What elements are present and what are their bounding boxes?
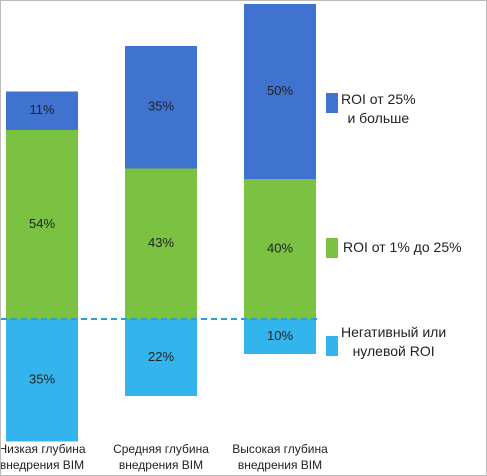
legend-swatch	[326, 238, 338, 258]
value-label: 43%	[148, 235, 174, 250]
bar-segment	[125, 46, 197, 169]
bar-segment	[244, 179, 316, 319]
value-label: 35%	[148, 99, 174, 114]
bar-segment	[125, 168, 197, 319]
legend-label: ROI от 1% до 25%	[343, 239, 462, 255]
category-label: Низкая глубина внедрения BIM	[0, 442, 86, 472]
value-label: 54%	[29, 216, 55, 231]
value-label: 22%	[148, 349, 174, 364]
bar-segment	[6, 319, 78, 442]
bar-segment	[244, 319, 316, 354]
legend-swatch	[326, 93, 338, 113]
bar-segment	[6, 130, 78, 319]
category-label: Высокая глубина внедрения BIM	[232, 442, 328, 472]
bar-segment	[6, 91, 78, 130]
value-label: 35%	[29, 372, 55, 387]
bar-segment	[244, 4, 316, 179]
bar-segment	[125, 319, 197, 396]
legend-swatch	[326, 336, 338, 356]
value-label: 40%	[267, 240, 293, 255]
legend-label: Негативный или нулевой ROI	[341, 324, 447, 359]
legend-label: ROI от 25% и больше	[341, 91, 416, 126]
value-label: 50%	[267, 83, 293, 98]
value-label: 10%	[267, 328, 293, 343]
category-label: Средняя глубина внедрения BIM	[113, 442, 209, 472]
value-label: 11%	[29, 102, 54, 117]
